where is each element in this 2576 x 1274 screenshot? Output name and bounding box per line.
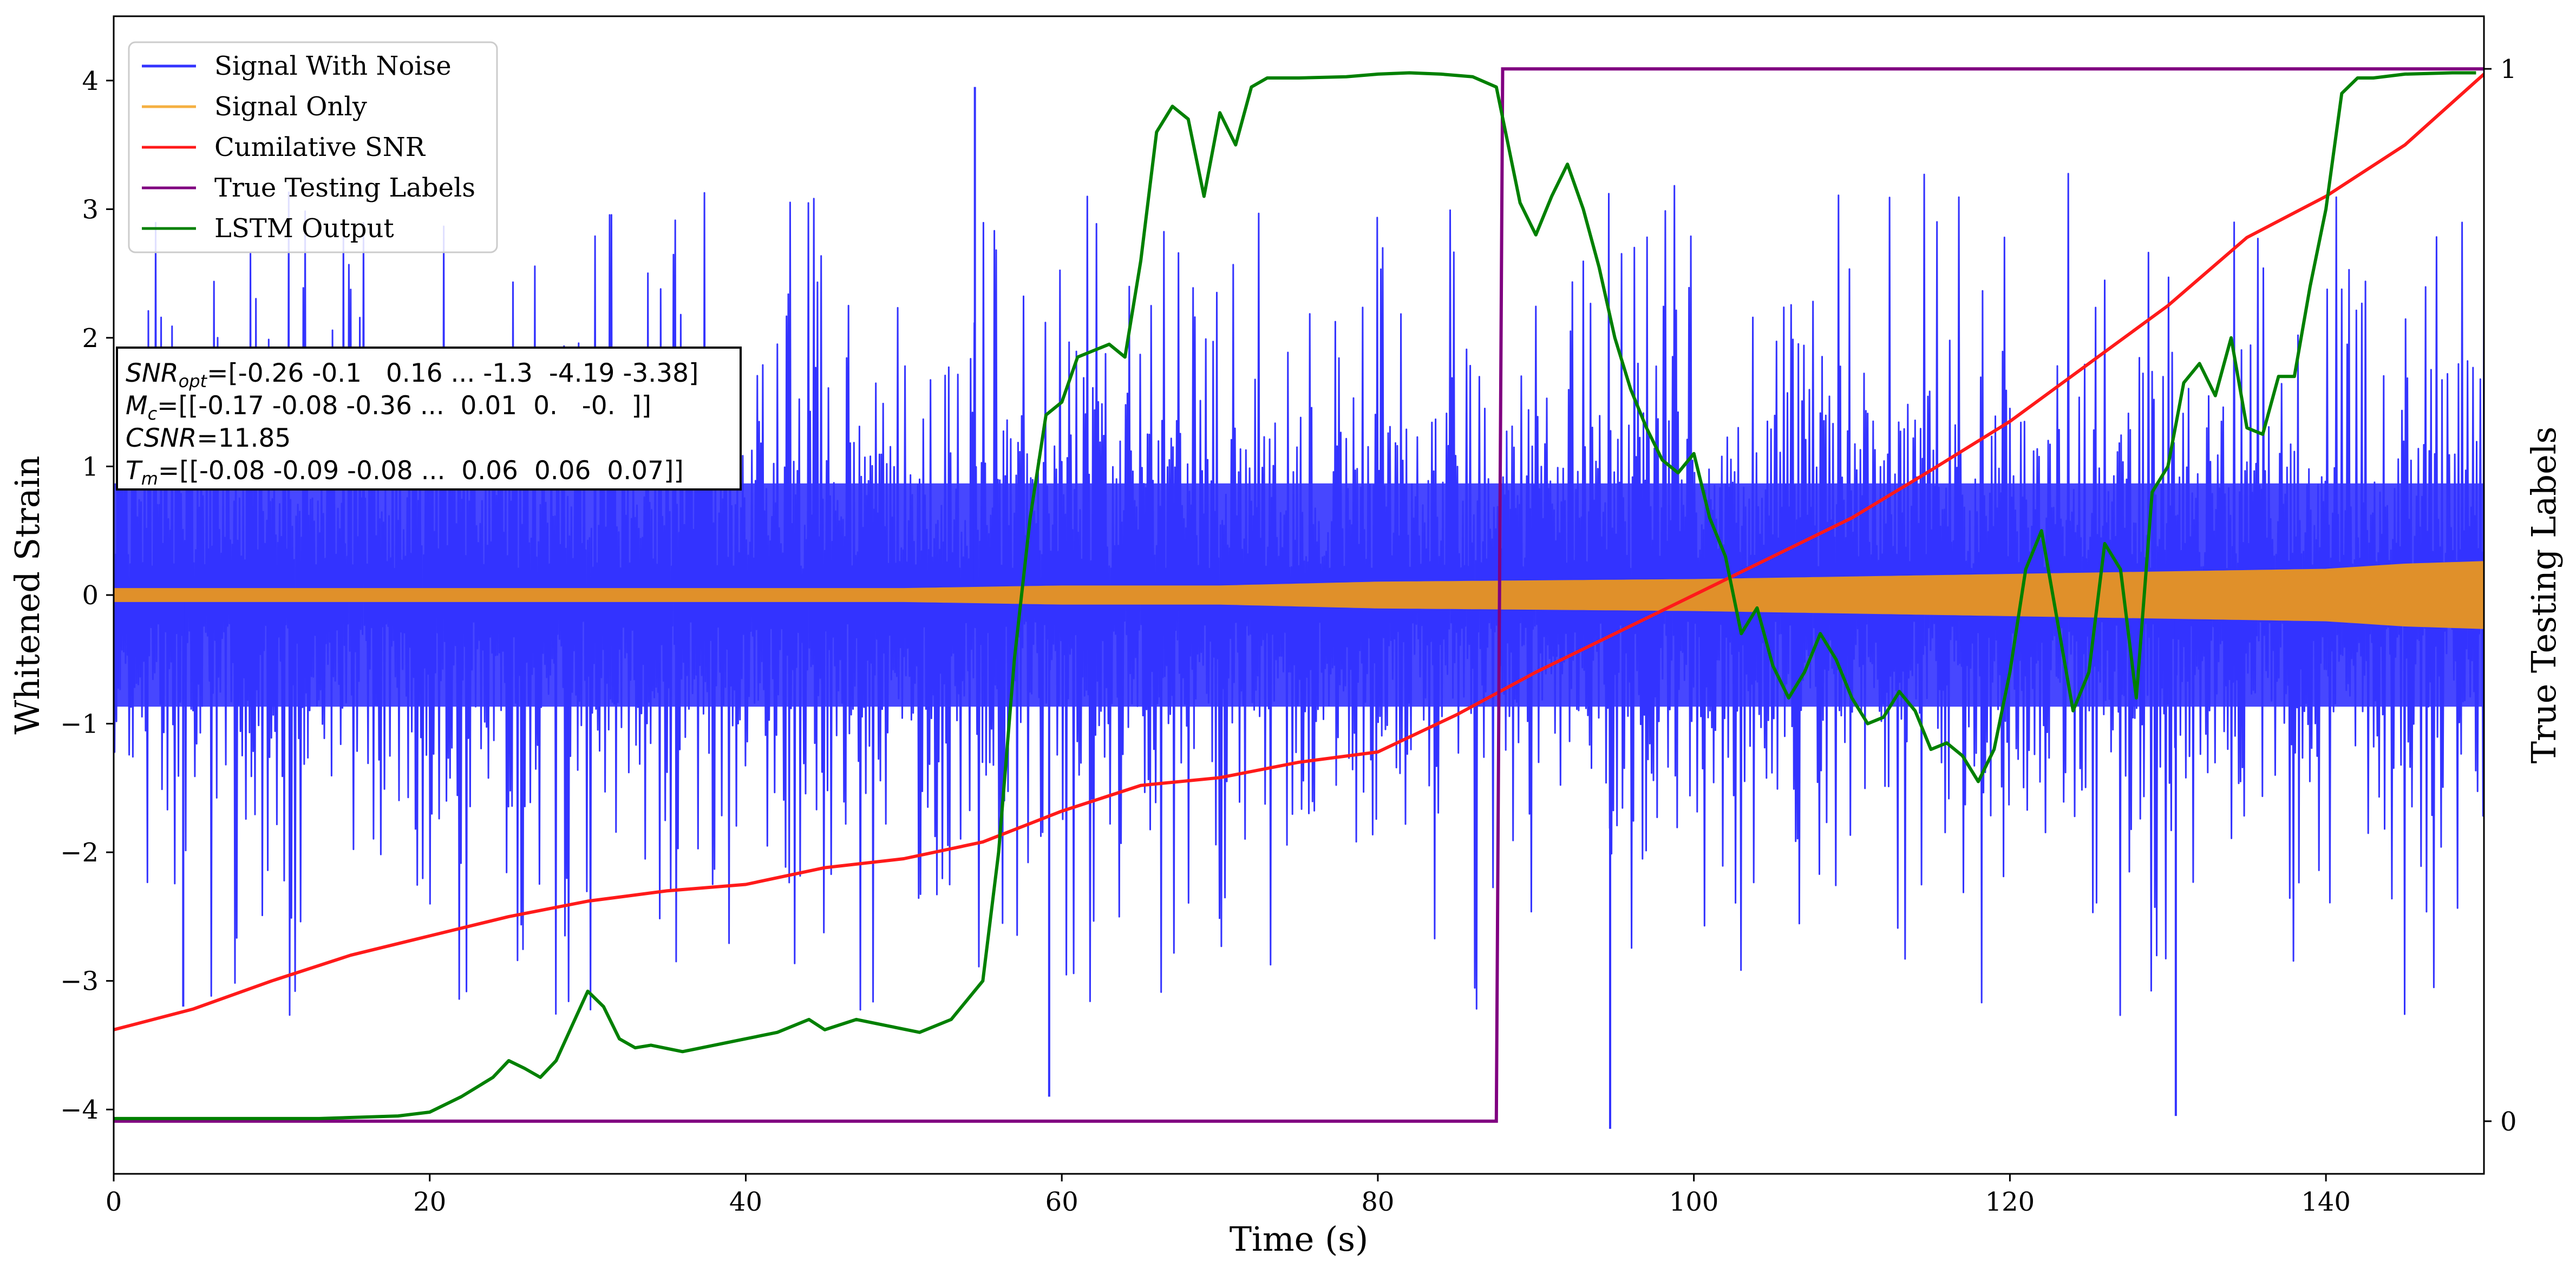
y-tick-label: 3: [82, 194, 99, 225]
annotation-line-mc: Mc=[[-0.17 -0.08 -0.36 ... 0.01 0. -0. ]…: [126, 391, 651, 424]
legend-box: [128, 41, 498, 253]
x-tick-label: 80: [1361, 1187, 1394, 1217]
y-tick-label: 4: [82, 66, 99, 96]
x-axis-label: Time (s): [1230, 1219, 1369, 1259]
legend-entry-cumulative-snr: Cumilative SNR: [142, 132, 426, 162]
x-tick-label: 120: [1985, 1187, 2035, 1217]
annotation-line-snr-opt: SNRopt=[-0.26 -0.1 0.16 ... -1.3 -4.19 -…: [126, 358, 698, 391]
y-tick-label: 1: [82, 452, 99, 482]
legend-label-signal-with-noise: Signal With Noise: [214, 51, 452, 81]
annotation-line-tm: Tm=[[-0.08 -0.09 -0.08 ... 0.06 0.06 0.0…: [126, 456, 684, 489]
x-tick-label: 40: [729, 1187, 762, 1217]
legend-entry-signal-only: Signal Only: [142, 92, 367, 122]
legend-label-cumulative-snr: Cumilative SNR: [214, 132, 426, 162]
y-tick-label: −1: [60, 709, 99, 740]
y-tick-label: −4: [60, 1095, 99, 1125]
annotation-line-csnr: CSNR=11.85: [126, 423, 291, 453]
annotation-frame: [116, 347, 742, 491]
legend-entry-signal-with-noise: Signal With Noise: [142, 51, 452, 81]
y2-tick-label: 0: [2500, 1107, 2517, 1137]
y-axis-label: Whitened Strain: [8, 456, 47, 735]
annotation-box: SNRopt=[-0.26 -0.1 0.16 ... -1.3 -4.19 -…: [116, 347, 742, 491]
y-tick-label: 2: [82, 323, 99, 354]
y-tick-label: −3: [60, 966, 99, 997]
lstm-output-line: [114, 71, 2476, 1120]
y-tick-label: 0: [82, 580, 99, 611]
cumulative-snr-line: [114, 73, 2484, 1031]
x-tick-label: 100: [1669, 1187, 1719, 1217]
y2-axis-label: True Testing Labels: [2524, 427, 2564, 764]
y2-tick-label: 1: [2500, 54, 2517, 84]
y-tick-label: −2: [60, 838, 99, 868]
legend-label-signal-only: Signal Only: [214, 92, 367, 122]
x-tick-label: 0: [106, 1187, 122, 1217]
legend-entry-true-testing-labels: True Testing Labels: [142, 173, 475, 203]
x-tick-label: 140: [2301, 1187, 2351, 1217]
x-tick-label: 20: [413, 1187, 446, 1217]
legend-label-true-testing-labels: True Testing Labels: [214, 173, 475, 203]
series-layer: [114, 67, 2484, 1129]
legend: Signal With Noise Signal Only Cumilative…: [128, 41, 498, 253]
signal-only-band: [114, 561, 2484, 629]
x-tick-label: 60: [1045, 1187, 1078, 1217]
true-testing-labels-line: [114, 67, 2484, 1123]
legend-label-lstm-output: LSTM Output: [214, 213, 394, 244]
legend-entry-lstm-output: LSTM Output: [142, 213, 394, 244]
